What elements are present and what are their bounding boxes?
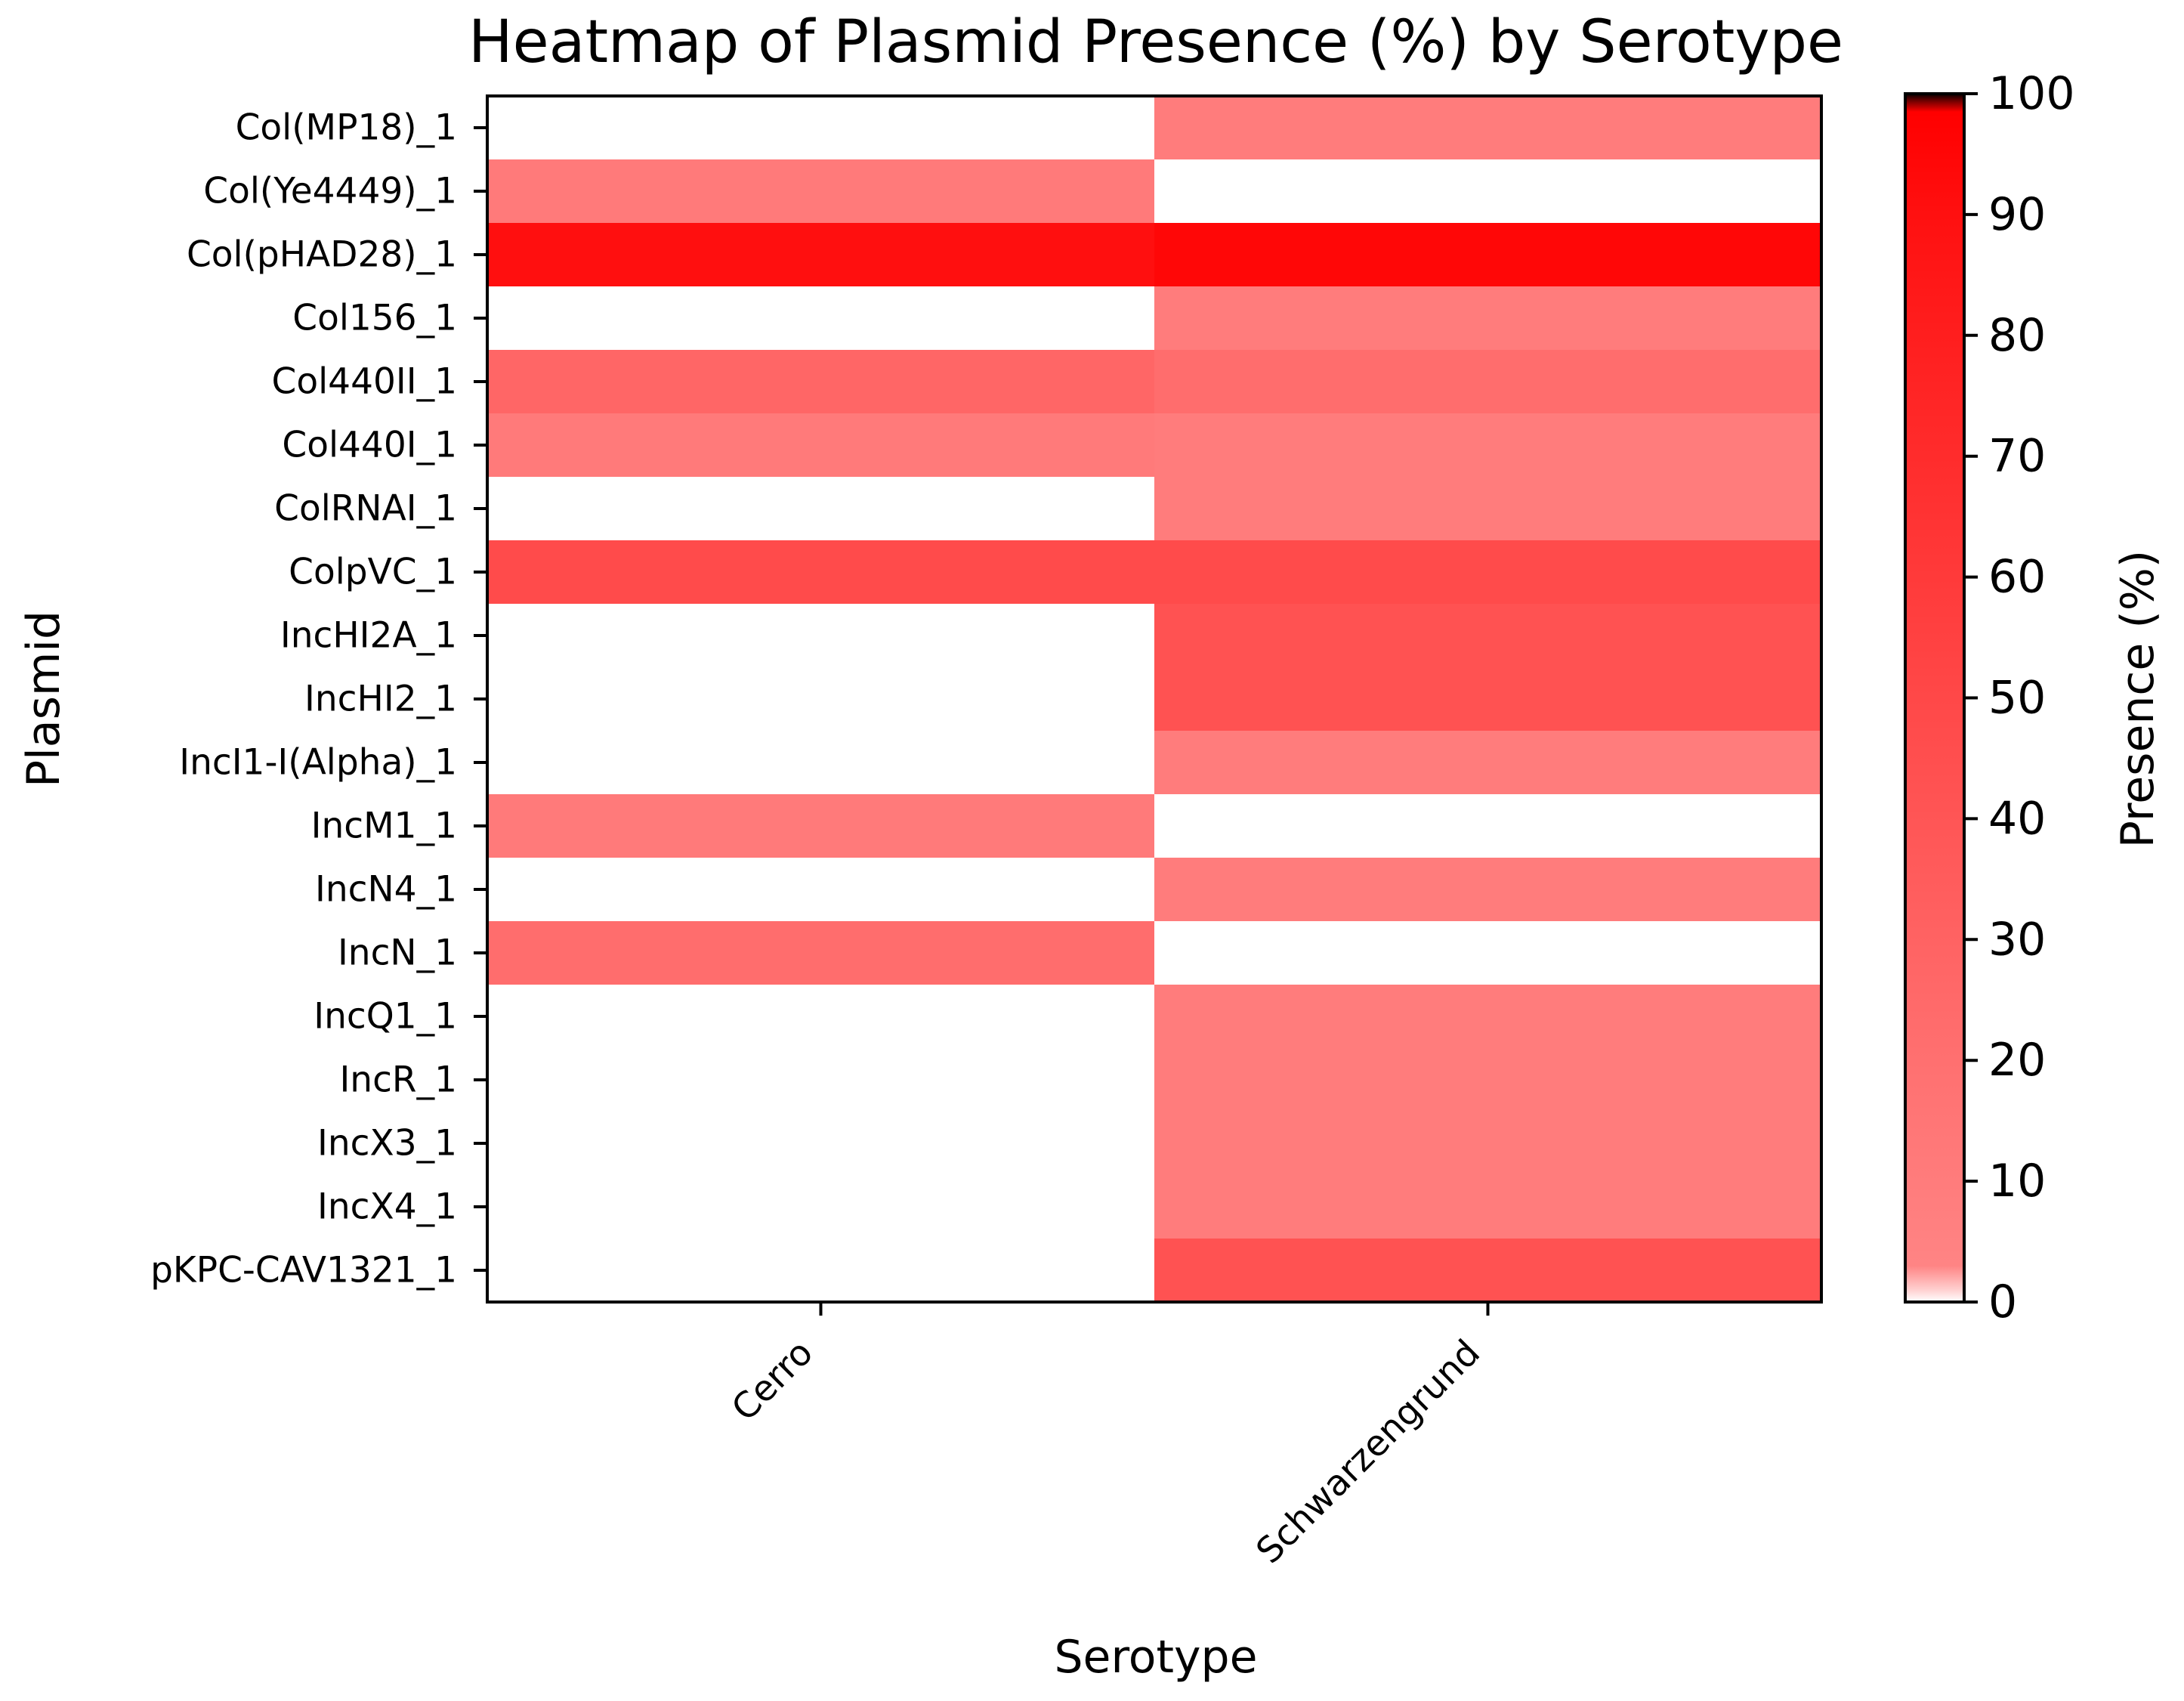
y-tick-label: IncHI2_1 — [304, 679, 457, 720]
heatmap-cell — [1154, 286, 1822, 351]
y-axis-label: Plasmid — [17, 611, 70, 787]
heatmap-cell — [1154, 604, 1822, 668]
heatmap-cell — [1154, 1112, 1822, 1176]
colorbar-tick-label: 40 — [1988, 792, 2046, 845]
x-tick-label: Cerro — [724, 1332, 821, 1430]
y-tick-label: Col(pHAD28)_1 — [187, 234, 457, 276]
heatmap-cell — [487, 1239, 1155, 1303]
x-ticks: Cerro Schwarzengrund — [724, 1302, 1490, 1572]
colorbar-tick-label: 10 — [1988, 1155, 2046, 1208]
colorbar-tick-label: 100 — [1988, 67, 2075, 120]
x-tick-label: Schwarzengrund — [1249, 1332, 1488, 1572]
y-tick-label: ColRNAI_1 — [274, 488, 457, 530]
colorbar-tick-label: 30 — [1988, 913, 2046, 966]
colorbar-tick-label: 50 — [1988, 672, 2046, 725]
y-tick-label: IncHI2A_1 — [280, 615, 457, 657]
colorbar-ticks: 0 10 20 30 40 50 60 70 80 90 100 — [1964, 67, 2075, 1328]
heatmap-cell — [487, 667, 1155, 731]
heatmap-cell — [1154, 350, 1822, 414]
colorbar-tick-label: 70 — [1988, 430, 2046, 483]
heatmap-cell — [487, 921, 1155, 985]
heatmap-cell — [1154, 477, 1822, 541]
y-tick-label: IncR_1 — [339, 1059, 457, 1101]
heatmap-cell — [1154, 1175, 1822, 1239]
heatmap-cell — [1154, 96, 1822, 160]
colorbar — [1904, 92, 1966, 1304]
heatmap-cell — [1154, 540, 1822, 605]
heatmap-cell — [487, 1175, 1155, 1239]
heatmap-cell — [487, 286, 1155, 351]
heatmap-cell — [1154, 921, 1822, 985]
heatmap-cell — [1154, 223, 1822, 287]
y-tick-label: Col156_1 — [292, 298, 457, 339]
heatmap-cell — [1154, 794, 1822, 858]
heatmap-cell — [487, 794, 1155, 858]
colorbar-tick-label: 0 — [1988, 1276, 2017, 1328]
heatmap-cell — [487, 1048, 1155, 1112]
heatmap-cell — [487, 858, 1155, 922]
heatmap-cell — [487, 350, 1155, 414]
colorbar-tick-label: 90 — [1988, 188, 2046, 241]
y-tick-label: Col440II_1 — [272, 361, 457, 403]
heatmap-cell — [487, 731, 1155, 795]
y-tick-label: IncX4_1 — [317, 1186, 457, 1228]
y-tick-label: Col(MP18)_1 — [236, 107, 457, 149]
y-tick-label: pKPC-CAV1321_1 — [150, 1250, 457, 1291]
heatmap-cell — [487, 159, 1155, 224]
heatmap-cell — [487, 223, 1155, 287]
heatmap-cell — [1154, 159, 1822, 224]
heatmap-cell — [1154, 731, 1822, 795]
heatmap-cell — [487, 1112, 1155, 1176]
heatmap-cell — [1154, 985, 1822, 1049]
y-tick-label: IncX3_1 — [317, 1123, 457, 1164]
y-tick-label: IncQ1_1 — [314, 996, 457, 1038]
y-ticks: Col(MP18)_1 Col(Ye4449)_1 Col(pHAD28)_1 Col… — [150, 107, 487, 1291]
heatmap-cell — [487, 413, 1155, 478]
heatmap-cell — [487, 604, 1155, 668]
y-tick-label: IncN4_1 — [315, 869, 457, 911]
y-tick-label: Col(Ye4449)_1 — [203, 171, 457, 212]
colorbar-tick-label: 80 — [1988, 309, 2046, 362]
chart-title: Heatmap of Plasmid Presence (%) by Serot… — [468, 8, 1843, 76]
colorbar-label: Presence (%) — [2111, 550, 2164, 848]
heatmap-cell — [1154, 1048, 1822, 1112]
y-tick-label: IncN_1 — [338, 932, 457, 974]
y-tick-label: Col440I_1 — [282, 425, 457, 466]
colorbar-tick-label: 20 — [1988, 1034, 2046, 1087]
y-tick-label: ColpVC_1 — [289, 552, 457, 593]
heatmap-cell — [1154, 667, 1822, 731]
heatmap-cell — [487, 985, 1155, 1049]
y-tick-label: IncI1-I(Alpha)_1 — [179, 742, 457, 784]
colorbar-tick-label: 60 — [1988, 551, 2046, 604]
heatmap-cell — [1154, 858, 1822, 922]
heatmap-cell — [487, 96, 1155, 160]
y-tick-label: IncM1_1 — [311, 806, 457, 847]
heatmap-cell — [487, 477, 1155, 541]
heatmap-cells — [487, 96, 1822, 1303]
heatmap-cell — [1154, 413, 1822, 478]
heatmap-cell — [1154, 1239, 1822, 1303]
x-axis-label: Serotype — [1054, 1631, 1257, 1684]
heatmap-cell — [487, 540, 1155, 605]
